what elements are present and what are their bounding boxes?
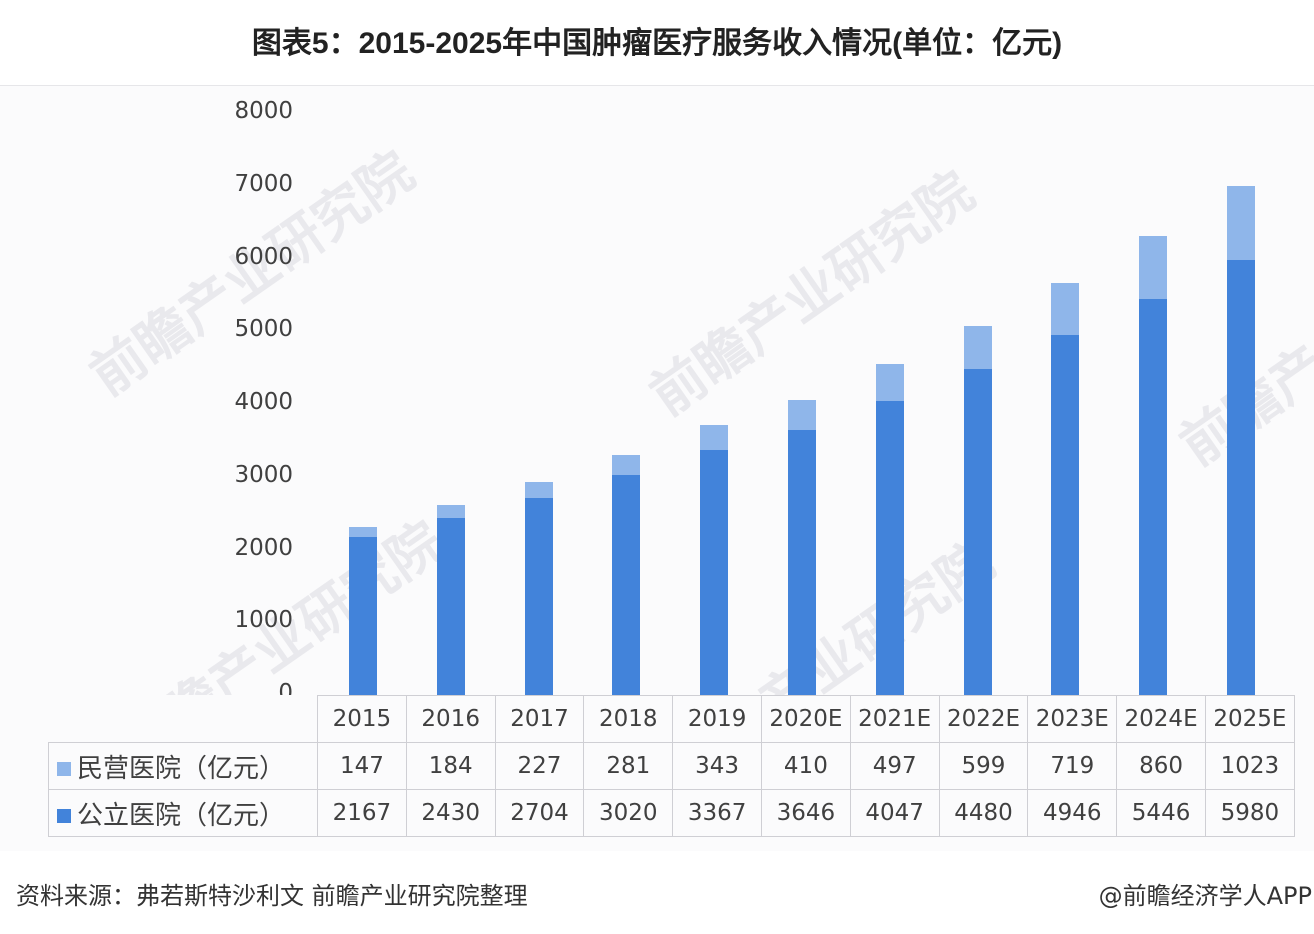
bar-segment-public xyxy=(348,537,377,695)
bar-segment-private xyxy=(787,399,816,430)
legend-label-public: 公立医院（亿元） xyxy=(77,800,286,831)
legend-swatch-public xyxy=(57,808,71,823)
table-cell: 343 xyxy=(672,742,762,790)
bar-segment-public xyxy=(700,450,729,695)
chart-title: 图表5：2015-2025年中国肿瘤医疗服务收入情况(单位：亿元) xyxy=(251,27,1063,60)
bar-2021E xyxy=(875,364,904,695)
table-cell: 3646 xyxy=(760,789,851,837)
table-cell: 497 xyxy=(849,742,940,790)
table-cell: 719 xyxy=(1027,742,1118,790)
table-header-cell: 2023E xyxy=(1027,695,1118,743)
table-cell: 227 xyxy=(494,742,585,790)
table-cell: 147 xyxy=(317,742,407,790)
bar-2019 xyxy=(700,425,729,695)
table-header-cell: 2021E xyxy=(849,695,940,743)
bar-segment-public xyxy=(612,475,641,695)
table-header-cell: 2015 xyxy=(317,695,407,743)
bar-segment-public xyxy=(1051,335,1080,695)
legend-public: 公立医院（亿元） xyxy=(48,789,318,837)
table-header-cell: 2020E xyxy=(760,695,851,743)
credit-note: @前瞻经济学人APP xyxy=(1098,882,1312,910)
bar-segment-public xyxy=(963,369,992,695)
table-header-cell: 2018 xyxy=(583,695,674,743)
table-cell: 2430 xyxy=(405,789,496,837)
table-cell: 410 xyxy=(760,742,851,790)
table-cell: 599 xyxy=(938,742,1029,790)
bar-2020E xyxy=(787,399,816,695)
table-header-cell: 2019 xyxy=(672,695,762,743)
table-header-cell: 2025E xyxy=(1204,695,1295,743)
y-tick-label: 4000 xyxy=(234,389,293,415)
bar-2022E xyxy=(963,325,992,695)
bar-2016 xyxy=(436,504,465,695)
table-header-cell: 2016 xyxy=(405,695,496,743)
bar-segment-private xyxy=(1139,236,1168,299)
table-cell: 5446 xyxy=(1116,789,1206,837)
bar-segment-public xyxy=(875,400,904,695)
legend-swatch-private xyxy=(57,761,71,776)
bar-segment-private xyxy=(875,364,904,401)
y-tick-label: 2000 xyxy=(234,534,293,561)
bar-segment-public xyxy=(436,518,465,695)
table-cell: 3367 xyxy=(672,789,762,837)
bar-segment-private xyxy=(348,526,377,538)
table-cell: 4946 xyxy=(1027,789,1118,837)
table-cell: 3020 xyxy=(583,789,674,837)
table-cell: 184 xyxy=(405,742,496,790)
table-cell: 2704 xyxy=(494,789,585,837)
source-note: 资料来源：弗若斯特沙利文 前瞻产业研究院整理 xyxy=(16,882,528,910)
table-row-public: 公立医院（亿元） 2167 2430 2704 3020 3367 3646 4047 448… xyxy=(48,789,1295,837)
table-header-row: 2015 2016 2017 2018 2019 2020E 2021E 2022E 2023E… xyxy=(48,695,1295,743)
bar-segment-public xyxy=(524,498,553,695)
y-tick-label: 5000 xyxy=(234,316,293,343)
table-cell: 5980 xyxy=(1204,789,1295,837)
y-tick-label: 7000 xyxy=(234,170,293,197)
table-cell: 4047 xyxy=(849,789,940,837)
y-tick-label: 1000 xyxy=(234,607,293,634)
bar-2025E xyxy=(1226,185,1255,695)
bar-segment-private xyxy=(1226,185,1255,260)
y-tick-label: 8000 xyxy=(234,98,293,124)
table-cell: 281 xyxy=(583,742,674,790)
table-header-cell: 2022E xyxy=(938,695,1029,743)
legend-label-private: 民营医院（亿元） xyxy=(77,753,286,784)
bar-segment-private xyxy=(1051,282,1080,336)
y-tick-label: 3000 xyxy=(234,461,293,488)
y-tick-label: 6000 xyxy=(234,243,293,270)
bar-segment-public xyxy=(1226,259,1255,695)
table-cell: 860 xyxy=(1116,742,1206,790)
table-corner xyxy=(48,695,318,743)
bar-2024E xyxy=(1139,236,1168,695)
table-row-private: 民营医院（亿元） 147 184 227 281 343 410 497 599 719 860 1… xyxy=(48,742,1295,790)
bar-segment-private xyxy=(436,504,465,519)
bar-segment-private xyxy=(700,425,729,451)
bar-segment-public xyxy=(787,429,816,695)
bar-segment-private xyxy=(612,454,641,476)
bar-2018 xyxy=(612,454,641,695)
table-cell: 4480 xyxy=(938,789,1029,837)
bar-segment-private xyxy=(963,325,992,370)
bar-2017 xyxy=(524,481,553,695)
bar-2023E xyxy=(1051,282,1080,695)
table-cell: 2167 xyxy=(317,789,407,837)
legend-private: 民营医院（亿元） xyxy=(48,742,318,790)
bar-2015 xyxy=(348,526,377,695)
bar-segment-private xyxy=(524,481,553,499)
table-header-cell: 2024E xyxy=(1116,695,1206,743)
bar-segment-public xyxy=(1139,298,1168,695)
data-table: 2015 2016 2017 2018 2019 2020E 2021E 2022E 2023E… xyxy=(48,695,1295,837)
table-cell: 1023 xyxy=(1204,742,1295,790)
table-header-cell: 2017 xyxy=(494,695,585,743)
